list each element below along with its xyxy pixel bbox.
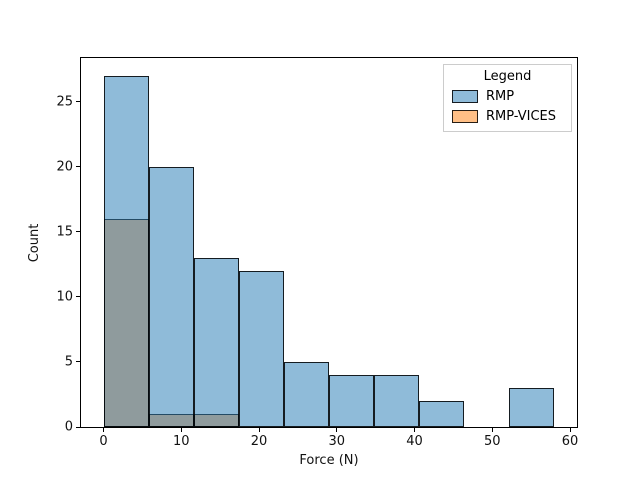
x-tick-mark [569,427,571,432]
x-tick-mark [414,427,416,432]
histogram-bar [103,75,149,427]
y-tick-label: 25 [56,94,73,110]
x-tick-mark [336,427,338,432]
x-tick-mark [491,427,493,432]
y-tick-label: 5 [64,354,73,370]
y-tick-label: 20 [56,159,73,175]
legend-item-label: RMP [486,89,515,104]
histogram-bar [329,374,375,427]
rmp-vices-swatch-icon [452,110,478,123]
x-tick-label: 30 [328,434,346,449]
legend-title: Legend [483,69,532,84]
x-tick-label: 10 [173,434,190,449]
histogram-bar [374,374,420,427]
legend-item-rmp: RMP [452,89,563,104]
histogram-bar [419,400,465,427]
x-tick-label: 40 [406,434,423,449]
y-tick-mark [76,361,81,363]
y-tick-mark [76,231,81,233]
y-axis-label: Count [26,223,42,262]
x-tick-label: 20 [250,434,268,449]
plot-area: 0 10 20 30 40 50 60 0 5 10 15 20 25 Force (N) Count… [27,57,578,468]
y-tick-label: 15 [56,224,73,240]
y-tick-mark [76,426,81,428]
y-tick-mark [76,166,81,168]
histogram-bar [509,387,555,427]
histogram-bar [238,270,284,427]
histogram-bar [193,257,239,427]
legend-item-rmp-vices: RMP-VICES [452,109,563,124]
x-axis-label: Force (N) [299,453,359,468]
legend-item-label: RMP-VICES [486,109,557,124]
y-tick-label: 10 [56,289,73,305]
y-tick-label: 0 [64,419,73,435]
legend: Legend RMP RMP-VICES [443,64,572,132]
x-tick-label: 50 [483,434,501,449]
x-tick-mark [103,427,105,432]
histogram-bar [283,361,329,427]
histogram-bar [148,166,194,427]
x-tick-mark [180,427,182,432]
y-tick-mark [76,296,81,298]
x-tick-label: 60 [561,434,579,449]
rmp-swatch-icon [452,90,478,103]
x-tick-mark [258,427,260,432]
y-tick-mark [76,101,81,103]
x-tick-label: 0 [99,434,108,449]
